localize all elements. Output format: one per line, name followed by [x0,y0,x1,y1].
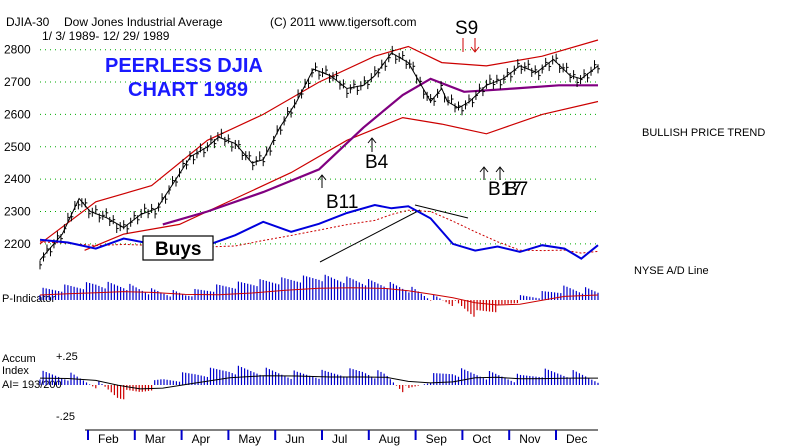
x-label-jul: Jul [332,432,347,446]
y-tick-2200: 2200 [4,237,31,251]
signal-arrowhead-b4 [367,137,377,144]
p-indicator-label: P-Indicator [2,293,56,305]
signal-b7: B7 [505,179,528,200]
x-label-dec: Dec [566,432,587,446]
header-name: Dow Jones Industrial Average [64,15,223,29]
bullish-label: BULLISH PRICE TREND [642,127,765,139]
moving-average-line [162,77,598,226]
header-copyright: (C) 2011 www.tigersoft.com [270,15,417,29]
x-label-aug: Aug [379,432,400,446]
title-line-2: CHART 1989 [128,79,248,101]
lower-band-line [84,100,599,251]
x-axis: Feb Mar Apr May Jun Jul Aug Sep Oct Nov Dec [85,429,598,446]
y-axis-ticks: 2800 2700 2600 2500 2400 2300 2200 [4,43,31,251]
y-tick-2700: 2700 [4,75,31,89]
price-bars [39,45,600,270]
ad-trendline-up [319,209,421,263]
y-tick-2500: 2500 [4,140,31,154]
signal-arrowhead-b11 [317,174,327,181]
signal-arrowhead-b17 [479,166,489,173]
x-label-mar: Mar [145,432,166,446]
signal-s9: S9 [455,18,478,39]
header-symbol: DJIA-30 [6,15,50,29]
accum-tick-top: +.25 [56,351,78,363]
ad-moving-average [39,209,599,254]
signal-b4: B4 [365,152,389,173]
x-label-sep: Sep [426,432,448,446]
title-line-1: PEERLESS DJIA [105,55,263,77]
ad-line [39,203,599,260]
signal-arrowhead-s9 [470,46,480,53]
signal-b11: B11 [326,192,358,213]
p-indicator-histogram [39,274,599,317]
buys-box [142,235,214,261]
upper-band-line [39,39,599,245]
y-tick-2400: 2400 [4,172,31,186]
x-label-apr: Apr [192,432,211,446]
accum-ma [39,375,598,390]
accum-label-1: Accum [2,353,36,365]
x-label-feb: Feb [98,432,119,446]
price-line [39,52,599,261]
x-label-may: May [238,432,261,446]
buys-label: Buys [155,239,201,260]
ad-trendline-down [414,204,469,219]
p-indicator-ma [39,287,599,306]
header-date-range: 1/ 3/ 1989- 12/ 29/ 1989 [42,29,170,43]
accum-tick-bottom: -.25 [56,411,75,423]
accum-histogram [39,365,599,400]
x-label-oct: Oct [472,432,491,446]
signal-b17: B17 [488,179,522,200]
ad-line-label: NYSE A/D Line [634,265,709,277]
signal-arrowhead-b7 [495,166,505,173]
y-tick-2600: 2600 [4,107,31,121]
y-tick-2800: 2800 [4,43,31,57]
x-label-nov: Nov [519,432,540,446]
accum-label-2: Index [2,365,29,377]
x-label-jun: Jun [285,432,304,446]
y-tick-2300: 2300 [4,204,31,218]
grid [40,49,598,245]
